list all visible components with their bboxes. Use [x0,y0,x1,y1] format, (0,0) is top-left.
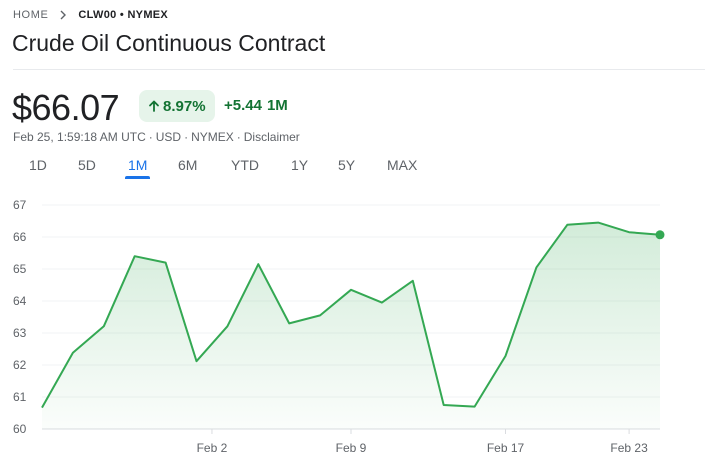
tab-1m[interactable]: 1M [125,157,151,179]
percent-change-value: 8.97% [163,97,206,115]
quote-meta: Feb 25, 1:59:18 AM UTC · USD · NYMEX · Disclai… [13,130,300,144]
x-tick-label: Feb 2 [197,441,228,455]
tab-label: 5Y [338,157,356,173]
absolute-change: +5.44 1M [224,97,288,114]
y-tick-label: 67 [13,198,27,212]
meta-separator: · [184,130,189,144]
y-tick-label: 62 [13,358,27,372]
page-title: Crude Oil Continuous Contract [12,30,326,56]
divider [13,69,705,70]
y-tick-label: 60 [13,422,27,436]
price-area [42,222,660,429]
chevron-right-icon [57,9,69,21]
price-line [41,221,661,409]
tab-5y[interactable]: 5Y [338,157,355,173]
x-tick-label: Feb 9 [336,441,367,455]
breadcrumb-home-link[interactable]: HOME [13,9,49,21]
active-tab-indicator [125,176,151,179]
meta-separator: · [148,130,153,144]
tab-label: 5D [78,157,96,173]
y-tick-label: 61 [13,390,27,404]
tab-6m[interactable]: 6M [178,157,197,173]
absolute-change-value: +5.44 [224,97,262,114]
tab-label: YTD [231,157,259,173]
tab-max[interactable]: MAX [387,157,417,173]
meta-separator: · [236,130,241,144]
y-tick-label: 64 [13,294,27,308]
tab-1d[interactable]: 1D [29,157,47,173]
tab-label: 1Y [291,157,309,173]
tab-1y[interactable]: 1Y [291,157,308,173]
currency: USD [155,130,182,144]
y-tick-label: 65 [13,262,27,276]
y-tick-label: 66 [13,230,27,244]
tab-label: 6M [178,157,198,173]
tab-label: MAX [387,157,418,173]
tab-5d[interactable]: 5D [78,157,96,173]
x-tick-label: Feb 17 [487,441,525,455]
breadcrumb: HOME CLW00 • NYMEX [13,9,168,21]
percent-change-badge: 8.97% [139,90,215,122]
tab-label: 1M [128,157,148,173]
tab-label: 1D [29,157,47,173]
change-period: 1M [266,97,288,114]
timestamp: Feb 25, 1:59:18 AM UTC [13,130,146,144]
breadcrumb-symbol: CLW00 • NYMEX [78,9,169,21]
x-tick-label: Feb 23 [610,441,648,455]
current-price: $66.07 [12,87,120,128]
current-price-marker [655,230,665,240]
exchange: NYMEX [191,130,234,144]
tab-ytd[interactable]: YTD [231,157,259,173]
price-chart[interactable]: 60 61 62 63 64 65 66 67 Feb 2 Feb 9 Feb 17 Feb 23 [0,190,705,467]
y-tick-label: 63 [13,326,27,340]
arrow-up-icon [149,100,159,112]
disclaimer-link[interactable]: Disclaimer [243,130,300,144]
range-tabs: 1D 5D 1M 6M YTD 1Y 5Y MAX [0,157,705,181]
